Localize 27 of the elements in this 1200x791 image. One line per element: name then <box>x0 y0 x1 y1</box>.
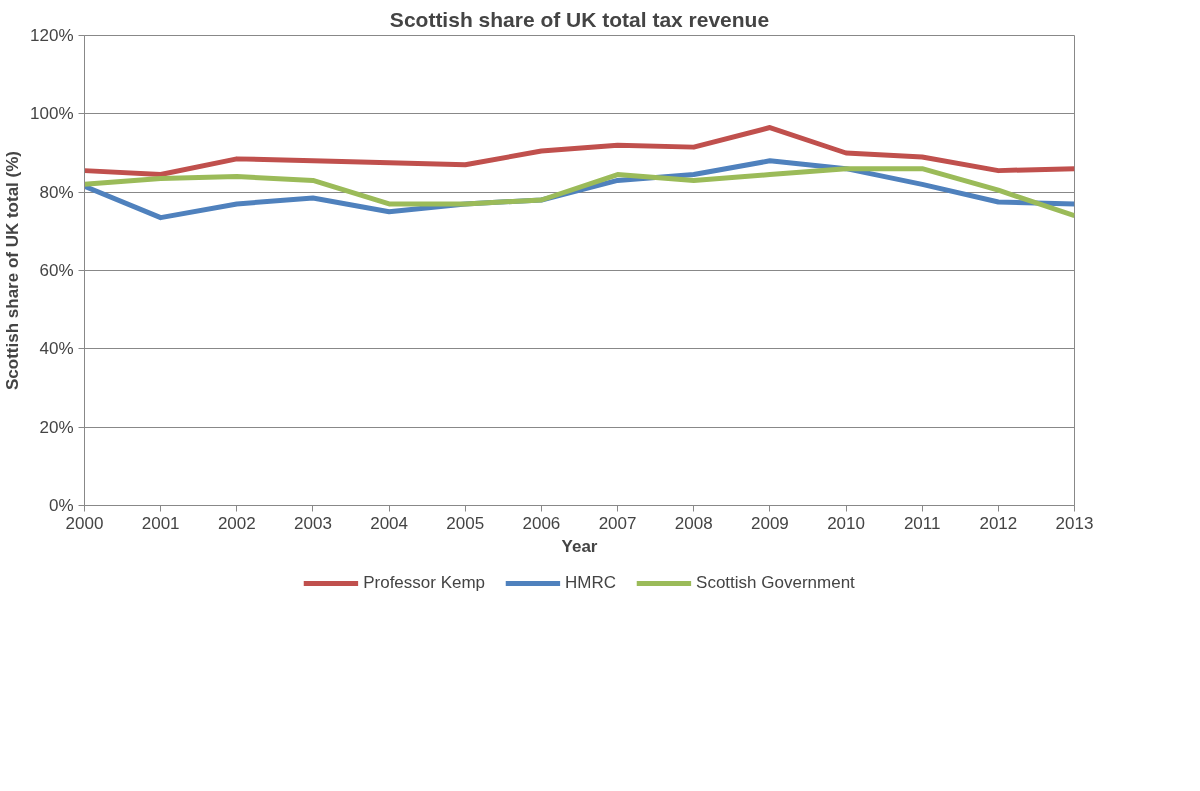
x-tick-label: 2001 <box>141 513 180 533</box>
y-tick-label: 80% <box>39 182 74 202</box>
x-tick-label: 2004 <box>370 513 409 533</box>
x-tick-label: 2002 <box>217 513 256 533</box>
x-tick-label: 2005 <box>446 513 485 533</box>
y-tick-label: 120% <box>30 26 74 45</box>
legend-label: Scottish Government <box>696 573 855 593</box>
y-tick-label: 100% <box>30 104 74 124</box>
x-tick-label: 2000 <box>65 513 104 533</box>
legend-label: HMRC <box>565 573 617 593</box>
x-tick-label: 2003 <box>294 513 332 533</box>
x-tick-label: 2010 <box>827 513 865 533</box>
x-tick-label: 2013 <box>1055 513 1094 533</box>
x-tick-label: 2009 <box>750 513 789 533</box>
y-axis-title: Scottish share of UK total (%) <box>3 151 23 390</box>
x-tick-label: 2006 <box>522 513 561 533</box>
chart-title: Scottish share of UK total tax revenue <box>389 7 770 31</box>
x-tick-label: 2012 <box>979 513 1018 533</box>
y-tick-label: 20% <box>39 417 74 437</box>
y-tick-label: 0% <box>48 496 74 515</box>
x-tick-label: 2007 <box>598 513 637 533</box>
x-tick-label: 2011 <box>903 513 941 533</box>
y-tick-label: 60% <box>39 261 74 280</box>
legend-label: Professor Kemp <box>363 573 486 593</box>
x-tick-label: 2008 <box>674 513 713 533</box>
y-tick-label: 40% <box>39 339 74 359</box>
x-axis-title: Year <box>561 536 598 556</box>
